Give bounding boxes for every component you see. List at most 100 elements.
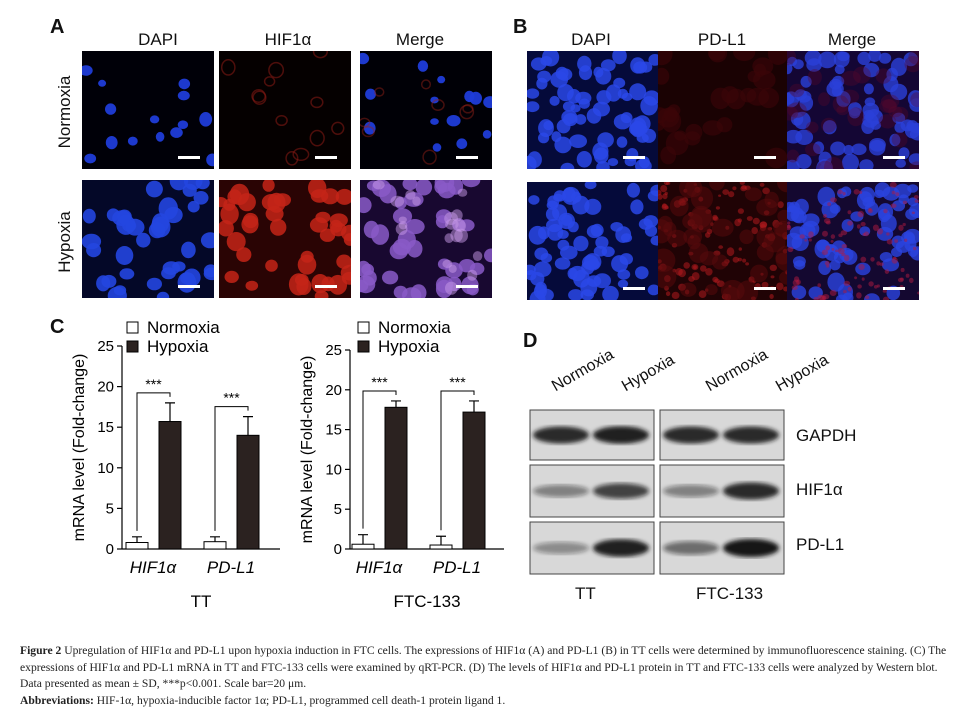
micrograph-a-merge-hypoxia — [360, 180, 492, 298]
blot-band — [533, 484, 589, 498]
scale-bar — [456, 285, 478, 288]
panel-b-col-merge: Merge — [827, 30, 877, 49]
blot-band — [533, 426, 589, 444]
protein-label-gapdh: GAPDH — [796, 426, 857, 445]
scale-bar — [754, 156, 776, 159]
scale-bar — [178, 285, 200, 288]
error-bar — [243, 416, 253, 436]
blot-band — [663, 426, 719, 444]
panel-b-letter: B — [513, 16, 528, 38]
blot-band — [723, 426, 779, 444]
bar-hypoxia-1 — [462, 411, 486, 550]
y-tick-label: 15 — [325, 422, 342, 439]
bar-normoxia-1 — [429, 544, 453, 550]
scale-bar — [623, 156, 645, 159]
micrograph-a-hif-hypoxia — [219, 180, 351, 298]
y-tick-label: 5 — [334, 501, 342, 518]
legend-swatch-hypoxia — [126, 340, 139, 353]
y-tick-label: 15 — [97, 419, 114, 436]
legend-swatch-normoxia — [126, 321, 139, 334]
chart-tt: 0 5 10 15 20 25 mRNA level (Fold-change) Normox… — [68, 312, 298, 612]
y-axis-label: mRNA level (Fold-change) — [299, 356, 316, 544]
panel-a-col-merge: Merge — [395, 30, 445, 49]
significance-label: *** — [145, 376, 162, 392]
legend-label-hypoxia: Hypoxia — [378, 337, 440, 356]
legend-label-normoxia: Normoxia — [147, 318, 220, 337]
scale-bar — [883, 156, 905, 159]
chart-title: FTC-133 — [393, 592, 460, 611]
y-tick-label: 10 — [97, 460, 114, 477]
panel-a-col-hif: HIF1α — [264, 30, 312, 49]
y-tick-label: 5 — [106, 500, 114, 517]
caption-abbr-text: HIF-1α, hypoxia-inducible factor 1α; PD-… — [93, 693, 506, 707]
bar-normoxia-1 — [203, 541, 227, 550]
significance-bracket — [440, 390, 475, 531]
micrograph-b-merge-normoxia — [787, 51, 919, 169]
scale-bar — [883, 287, 905, 290]
error-bar — [132, 536, 142, 543]
scale-bar — [623, 287, 645, 290]
scale-bar — [315, 285, 337, 288]
y-tick-label: 20 — [325, 382, 342, 399]
chart-ftc133: 0 5 10 15 20 25 mRNA level (Fold-change) Normox… — [296, 312, 511, 612]
error-bar — [391, 400, 401, 408]
error-bar — [165, 402, 175, 422]
significance-label: *** — [223, 390, 240, 406]
y-axis-label: mRNA level (Fold-change) — [71, 354, 88, 542]
bar-normoxia-0 — [125, 542, 149, 550]
significance-bracket — [136, 392, 171, 531]
cell-line-label-tt: TT — [575, 584, 596, 603]
chart-title: TT — [191, 592, 212, 611]
legend-label-hypoxia: Hypoxia — [147, 337, 209, 356]
panel-c-letter: C — [50, 316, 65, 338]
error-bar — [436, 535, 446, 546]
panel-d-letter: D — [523, 330, 538, 352]
y-tick-label: 10 — [325, 461, 342, 478]
micrograph-b-dapi-normoxia — [527, 51, 659, 169]
panel-b-col-pdl1: PD-L1 — [697, 30, 747, 49]
blot-band — [593, 539, 649, 557]
legend-label-normoxia: Normoxia — [378, 318, 451, 337]
lane-label-tt-normoxia: Normoxia — [549, 346, 617, 396]
blot-band — [663, 541, 719, 555]
y-tick-label: 0 — [106, 541, 114, 558]
bar-normoxia-0 — [351, 543, 375, 550]
scale-bar — [754, 287, 776, 290]
significance-bracket — [214, 406, 249, 531]
significance-label: *** — [371, 374, 388, 390]
lane-label-ftc-hypoxia: Hypoxia — [773, 351, 832, 396]
significance-label: *** — [449, 374, 466, 390]
micrograph-a-dapi-normoxia — [82, 51, 214, 169]
scale-bar — [178, 156, 200, 159]
legend-swatch-hypoxia — [357, 340, 370, 353]
micrograph-b-dapi-hypoxia — [527, 182, 659, 300]
panel-a-col-dapi: DAPI — [138, 30, 178, 49]
blot-band — [663, 484, 719, 498]
x-category-label: HIF1α — [130, 558, 178, 577]
y-tick-label: 0 — [334, 541, 342, 558]
y-tick-label: 25 — [97, 338, 114, 355]
cell-line-label-ftc133: FTC-133 — [696, 584, 764, 603]
caption-text: Upregulation of HIF1α and PD-L1 upon hyp… — [20, 644, 947, 690]
caption-abbr-label: Abbreviations: — [20, 693, 94, 707]
bar-hypoxia-1 — [236, 434, 260, 550]
protein-label-hif: HIF1α — [796, 480, 843, 499]
bar-hypoxia-0 — [384, 406, 408, 550]
y-tick-label: 25 — [325, 342, 342, 359]
scale-bar — [315, 156, 337, 159]
caption-figure-label: Figure 2 — [20, 644, 62, 657]
panel-a-letter: A — [50, 16, 65, 38]
western-blot — [529, 408, 785, 576]
bar-hypoxia-0 — [158, 421, 182, 550]
x-category-label: HIF1α — [356, 558, 404, 577]
micrograph-b-merge-hypoxia — [787, 182, 919, 300]
error-bar — [469, 400, 479, 413]
micrograph-a-merge-normoxia — [360, 51, 492, 169]
blot-band — [533, 542, 589, 554]
blot-band — [593, 483, 649, 499]
x-category-label: PD-L1 — [207, 558, 255, 577]
micrograph-a-hif-normoxia — [219, 51, 351, 169]
panel-b-col-dapi: DAPI — [571, 30, 611, 49]
micrograph-a-dapi-hypoxia — [82, 180, 214, 298]
